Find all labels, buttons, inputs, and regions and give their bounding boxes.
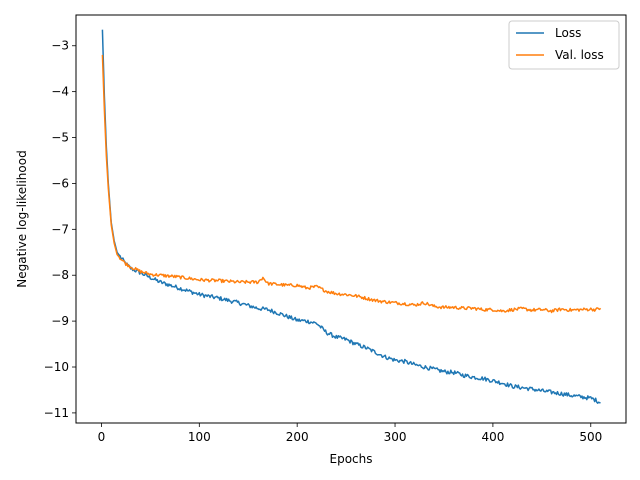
series-line-val-loss	[101, 54, 602, 314]
legend-label-val-loss: Val. loss	[555, 48, 604, 62]
legend: Loss Val. loss	[508, 20, 620, 70]
x-tick-label: 500	[579, 430, 602, 444]
x-tick-label: 100	[188, 430, 211, 444]
y-tick-label: −7	[51, 222, 69, 236]
plot-frame	[75, 14, 627, 424]
y-tick-label: −11	[44, 406, 69, 420]
x-tick-label: 400	[481, 430, 504, 444]
y-tick-label: −8	[51, 268, 69, 282]
series-layer	[101, 29, 602, 404]
y-tick-label: −9	[51, 314, 69, 328]
x-tick-label: 300	[384, 430, 407, 444]
y-tick-label: −5	[51, 131, 69, 145]
legend-label-loss: Loss	[555, 26, 581, 40]
y-tick-label: −10	[44, 360, 69, 374]
y-tick-label: −3	[51, 39, 69, 53]
y-tick-label: −6	[51, 176, 69, 190]
x-tick-label: 0	[98, 430, 106, 444]
y-axis-ticks: −3 −4 −5 −6 −7 −8 −9 −10 −11	[44, 39, 76, 420]
y-tick-label: −4	[51, 85, 69, 99]
x-tick-label: 200	[286, 430, 309, 444]
series-line-loss	[101, 29, 601, 404]
x-axis-ticks: 0 100 200 300 400 500	[98, 423, 602, 444]
x-axis-label: Epochs	[330, 452, 373, 466]
y-axis-label: Negative log-likelihood	[15, 150, 29, 287]
